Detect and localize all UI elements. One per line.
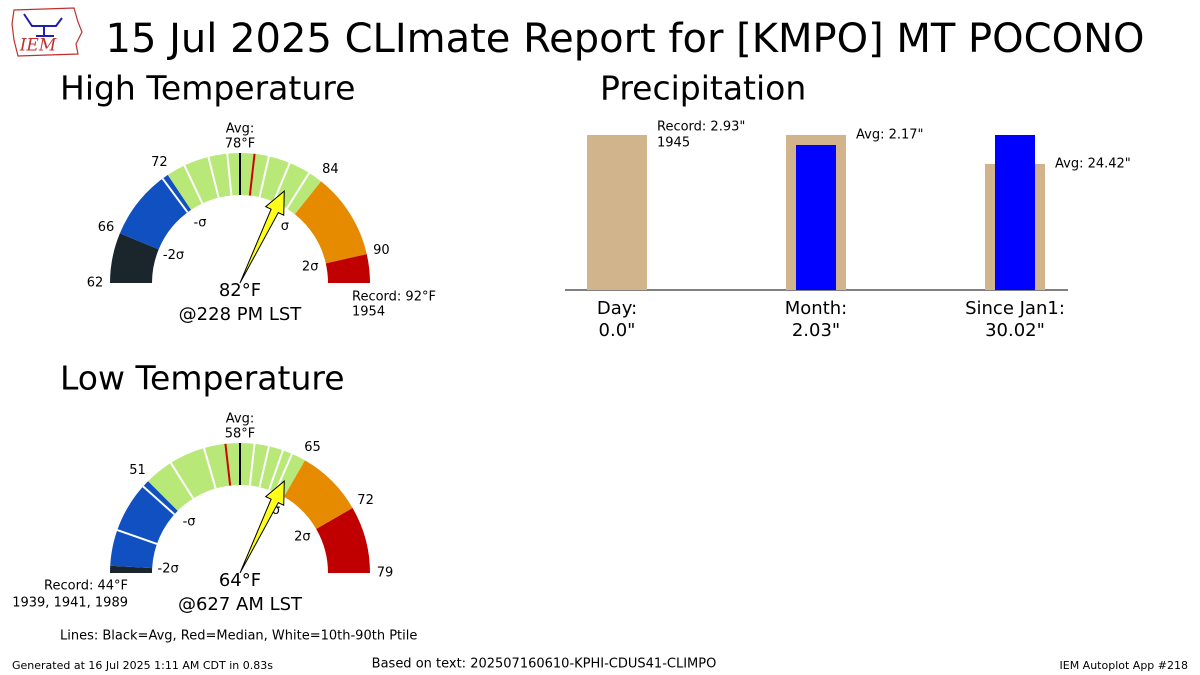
sigma-label: σ: [281, 219, 289, 234]
tick-label: 66: [98, 220, 115, 235]
sigma-label: -2σ: [158, 561, 179, 576]
percentile-line: [285, 172, 311, 210]
percentile-line: [161, 177, 189, 213]
reference-label: Avg: 2.17": [856, 128, 924, 143]
gauge-band: [316, 508, 370, 573]
percentile-line: [248, 443, 256, 486]
gauge-band: [294, 181, 367, 264]
avg-label: 78°F: [225, 137, 256, 152]
tick-label: 62: [87, 276, 104, 291]
value-label: 82°F: [219, 280, 261, 301]
reference-label: Avg: 24.42": [1055, 156, 1131, 171]
sigma-label: -2σ: [163, 248, 184, 263]
time-label: @627 AM LST: [178, 594, 303, 615]
sigma-label: σ: [272, 503, 280, 518]
needle: [239, 190, 285, 284]
median-line: [224, 443, 232, 486]
percentile-line: [142, 485, 176, 516]
record-label: Record: 44°F: [44, 579, 128, 594]
gauge-band: [325, 254, 370, 283]
record-years: 1954: [352, 305, 385, 320]
legend-note: Lines: Black=Avg, Red=Median, White=10th…: [60, 629, 417, 644]
sigma-label: 2σ: [302, 259, 319, 274]
percentile-line: [116, 529, 158, 545]
tick-label: 72: [357, 493, 374, 508]
logo-text: IEM: [19, 36, 57, 56]
gauge-band: [167, 153, 322, 215]
gauge-band: [110, 233, 159, 283]
tick-label: 79: [377, 566, 394, 581]
observed-label: 0.0": [599, 320, 636, 341]
reference-label: Record: 2.93": [657, 120, 745, 135]
observed-label: 30.02": [985, 320, 1045, 341]
bar-observed: [995, 135, 1035, 290]
percentile-line: [169, 462, 195, 500]
tick-label: 65: [304, 440, 321, 455]
needle: [239, 480, 285, 574]
percentile-line: [272, 162, 291, 203]
avg-title: Avg:: [226, 412, 254, 427]
gauge-band: [110, 565, 153, 573]
footer-generated: Generated at 16 Jul 2025 1:11 AM CDT in …: [12, 659, 273, 672]
percentile-line: [203, 447, 217, 489]
bar-observed: [796, 145, 836, 290]
avg-title: Avg:: [226, 122, 254, 137]
percentile-line: [207, 156, 220, 198]
percentile-line: [268, 449, 284, 491]
record-label: Record: 92°F: [352, 290, 436, 305]
footer-app: IEM Autoplot App #218: [1060, 659, 1189, 672]
footer-source: Based on text: 202507160610-KPHI-CDUS41-…: [372, 657, 717, 672]
logo-outline: [11, 7, 83, 57]
observed-label: 2.03": [792, 320, 840, 341]
value-label: 64°F: [219, 570, 261, 591]
percentile-line: [183, 165, 204, 204]
category-label: Since Jan1:: [965, 298, 1065, 319]
category-label: Day:: [597, 298, 637, 319]
category-label: Month:: [785, 298, 847, 319]
tick-label: 84: [322, 162, 339, 177]
percentile-line: [226, 153, 233, 196]
tick-label: 72: [151, 155, 168, 170]
percentile-line: [258, 446, 270, 488]
time-label: @228 PM LST: [179, 304, 303, 325]
panel-title: Low Temperature: [60, 359, 345, 398]
bar-reference: [587, 135, 647, 290]
panel-title: Precipitation: [600, 69, 806, 108]
sigma-label: -σ: [183, 515, 196, 530]
logo: IEM: [11, 7, 83, 57]
record-year: 1945: [657, 136, 690, 151]
gauge-band: [284, 460, 353, 529]
record-years: 1939, 1941, 1989: [12, 596, 128, 611]
percentile-line: [258, 156, 270, 198]
logo-icon: [23, 13, 63, 37]
panel-title: High Temperature: [60, 69, 355, 108]
median-line: [248, 153, 256, 196]
sigma-label: 2σ: [294, 530, 311, 545]
tick-label: 90: [373, 243, 390, 258]
avg-label: 58°F: [225, 427, 256, 442]
sigma-label: -σ: [194, 216, 207, 231]
page-title: 15 Jul 2025 CLImate Report for [KMPO] MT…: [106, 16, 1145, 62]
tick-label: 51: [129, 463, 146, 478]
